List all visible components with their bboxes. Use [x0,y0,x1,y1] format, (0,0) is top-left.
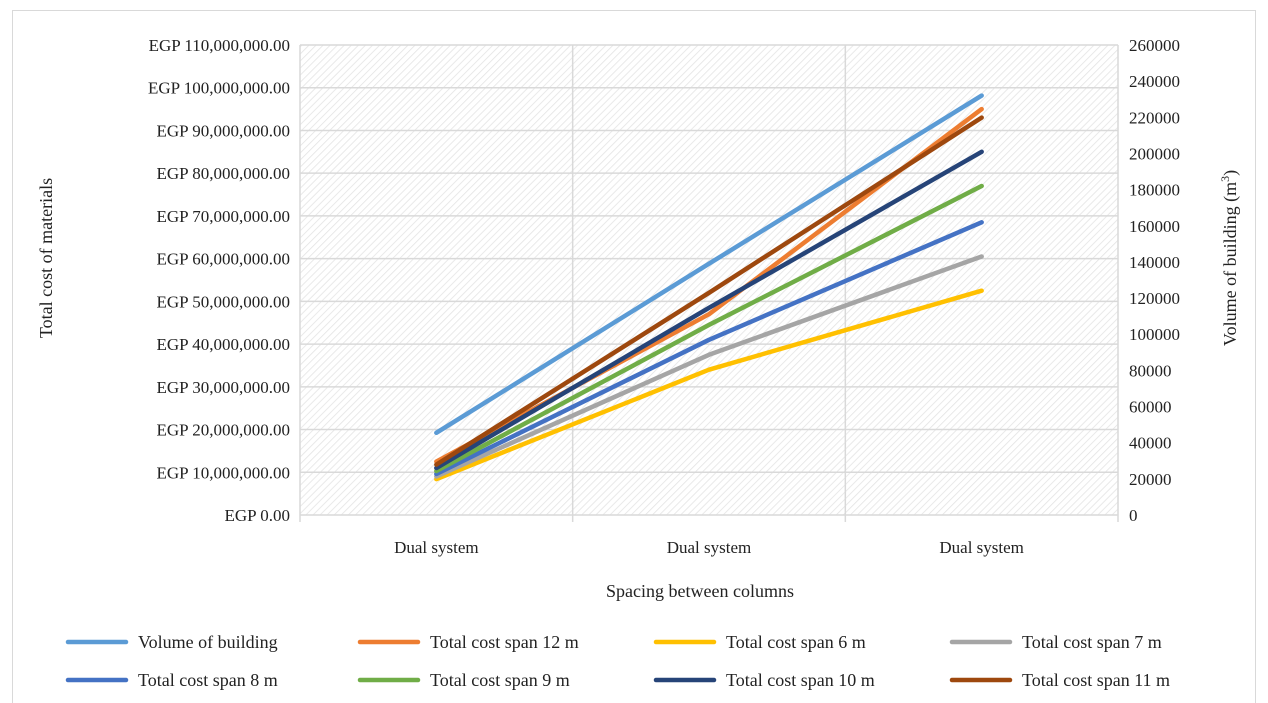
y-left-tick-label: EGP 0.00 [225,506,291,525]
y-left-tick-label: EGP 50,000,000.00 [157,292,291,311]
legend-label: Total cost span 8 m [138,670,278,690]
series-lines [434,93,984,482]
y-left-tick-label: EGP 80,000,000.00 [157,164,291,183]
legend-label: Volume of building [138,632,278,652]
y-left-tick-label: EGP 40,000,000.00 [157,335,291,354]
chart-frame [12,10,1256,703]
gridlines [299,44,1119,522]
right-axis-ticks: 0 20000 40000 60000 80000 100000 120000 140000 1… [1129,36,1180,525]
y-right-tick-label: 200000 [1129,144,1180,163]
y-right-tick-label: 60000 [1129,398,1172,417]
x-tick-label: Dual system [667,538,752,557]
y-left-tick-label: EGP 60,000,000.00 [157,250,291,269]
y-right-tick-label: 0 [1129,506,1138,525]
legend-label: Total cost span 7 m [1022,632,1162,652]
y-right-tick-label: 20000 [1129,470,1172,489]
x-axis-title: Spacing between columns [606,581,794,601]
plot-area [300,45,1118,515]
x-tick-label: Dual system [394,538,479,557]
legend: Volume of building Total cost span 12 m To… [65,632,1170,690]
series-line-6 [434,183,984,474]
series-line-3 [434,288,984,482]
left-axis-ticks: EGP 0.00 EGP 10,000,000.00 EGP 20,000,000.… [148,36,290,525]
y-left-tick-label: EGP 110,000,000.00 [149,36,290,55]
y-left-tick-label: EGP 10,000,000.00 [157,463,291,482]
series-line-7 [434,149,984,471]
x-axis-ticks: Dual system Dual system Dual system [394,538,1024,557]
y-right-tick-label: 120000 [1129,289,1180,308]
y-right-tick-label: 40000 [1129,434,1172,453]
legend-label: Total cost span 6 m [726,632,866,652]
y-right-tick-label: 180000 [1129,181,1180,200]
y-right-tick-label: 240000 [1129,72,1180,91]
y-right-tick-label: 80000 [1129,361,1172,380]
y-left-tick-label: EGP 20,000,000.00 [157,421,291,440]
x-tick-label: Dual system [939,538,1024,557]
legend-label: Total cost span 9 m [430,670,570,690]
y-left-tick-label: EGP 100,000,000.00 [148,79,290,98]
y-right-tick-label: 260000 [1129,36,1180,55]
series-line-4 [434,254,984,479]
y-axis-left-title: Total cost of materials [36,178,56,338]
series-line-1 [434,93,984,436]
y-right-tick-label: 160000 [1129,217,1180,236]
y-right-tick-label: 220000 [1129,108,1180,127]
y-left-tick-label: EGP 90,000,000.00 [157,121,291,140]
legend-label: Total cost span 12 m [430,632,579,652]
y-right-tick-label: 140000 [1129,253,1180,272]
y-left-tick-label: EGP 70,000,000.00 [157,207,291,226]
legend-label: Total cost span 10 m [726,670,875,690]
y-left-tick-label: EGP 30,000,000.00 [157,378,291,397]
y-right-tick-label: 100000 [1129,325,1180,344]
series-line-5 [434,220,984,477]
series-line-8 [434,115,984,467]
legend-label: Total cost span 11 m [1022,670,1170,690]
y-axis-right-title: Volume of building (m3) [1218,170,1241,346]
